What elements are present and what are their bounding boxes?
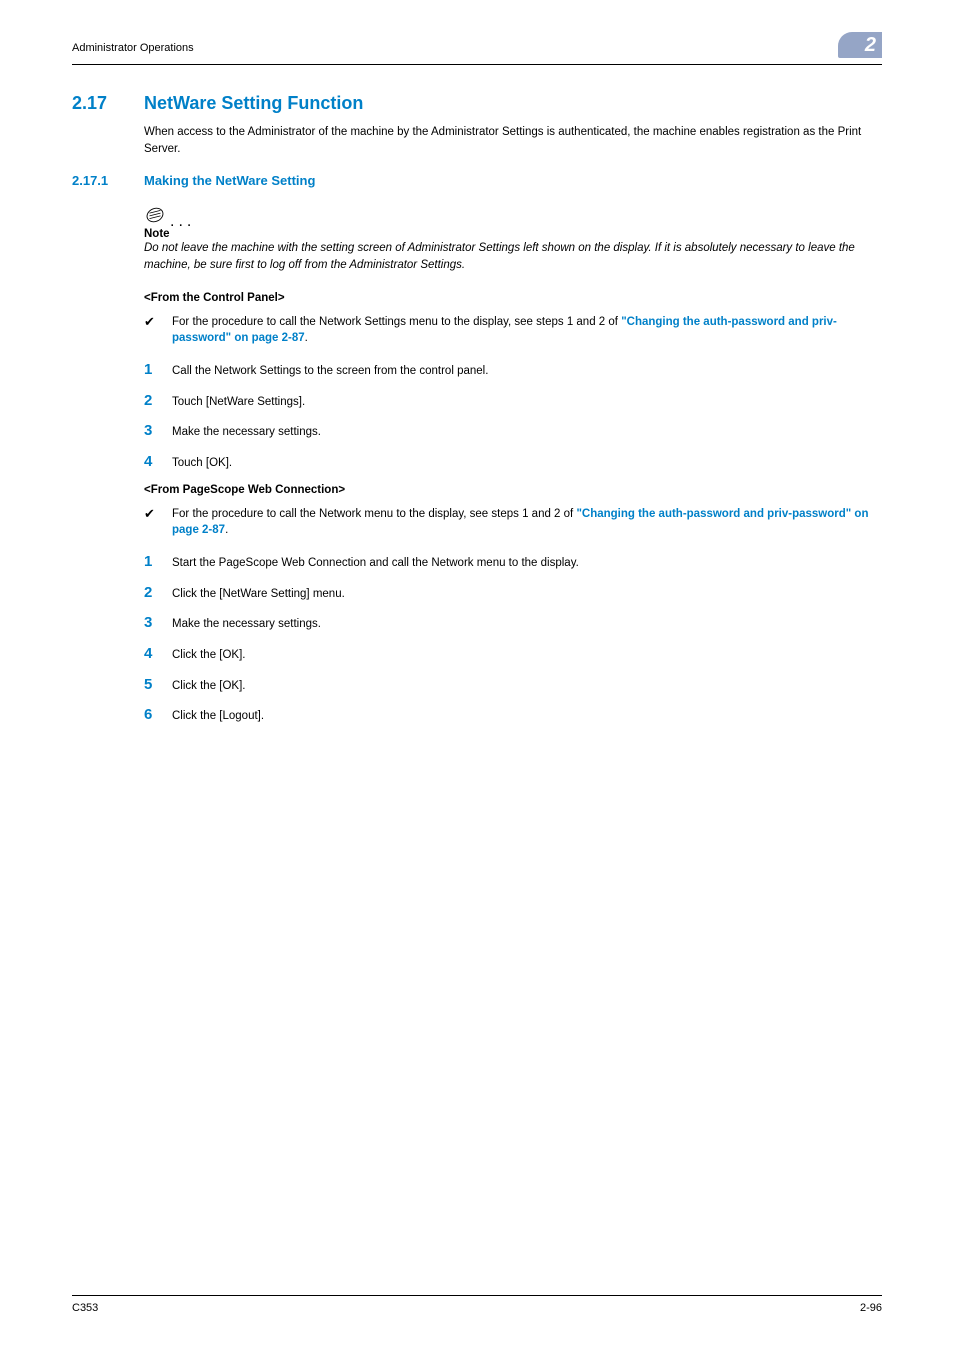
step-number: 3	[144, 422, 172, 439]
step-row: 1Call the Network Settings to the screen…	[144, 361, 882, 380]
step-text: Click the [OK].	[172, 678, 246, 695]
page-header: Administrator Operations 2	[72, 36, 882, 65]
note-icon	[144, 204, 166, 226]
step-row: 3Make the necessary settings.	[144, 422, 882, 441]
web-steps-list: 1Start the PageScope Web Connection and …	[72, 553, 882, 725]
step-row: 1Start the PageScope Web Connection and …	[144, 553, 882, 572]
web-prereq-text: For the procedure to call the Network me…	[172, 506, 882, 539]
step-row: 5Click the [OK].	[144, 676, 882, 695]
web-prereq-pre: For the procedure to call the Network me…	[172, 508, 576, 520]
note-icon-row: ...	[144, 204, 882, 226]
note-body: Do not leave the machine with the settin…	[144, 240, 882, 273]
panel-prereq-text: For the procedure to call the Network Se…	[172, 314, 882, 347]
step-text: Call the Network Settings to the screen …	[172, 363, 488, 380]
step-text: Make the necessary settings.	[172, 616, 321, 633]
page-footer: C353 2-96	[72, 1295, 882, 1314]
step-number: 3	[144, 614, 172, 631]
footer-right: 2-96	[860, 1302, 882, 1314]
step-text: Touch [NetWare Settings].	[172, 394, 305, 411]
check-icon: ✔	[144, 506, 172, 539]
subsection-number: 2.17.1	[72, 173, 144, 188]
step-text: Make the necessary settings.	[172, 424, 321, 441]
panel-prereq-pre: For the procedure to call the Network Se…	[172, 316, 621, 328]
step-row: 3Make the necessary settings.	[144, 614, 882, 633]
chapter-number: 2	[865, 34, 876, 57]
step-number: 4	[144, 453, 172, 470]
chapter-badge: 2	[838, 36, 882, 60]
step-number: 1	[144, 361, 172, 378]
step-number: 1	[144, 553, 172, 570]
step-text: Touch [OK].	[172, 455, 232, 472]
header-breadcrumb: Administrator Operations	[72, 42, 194, 54]
section-heading-row: 2.17 NetWare Setting Function	[72, 93, 882, 114]
step-number: 2	[144, 584, 172, 601]
step-row: 6Click the [Logout].	[144, 706, 882, 725]
step-row: 4Touch [OK].	[144, 453, 882, 472]
step-number: 4	[144, 645, 172, 662]
section-number: 2.17	[72, 93, 144, 114]
footer-left: C353	[72, 1302, 98, 1314]
web-prereq-post: .	[225, 524, 228, 536]
step-number: 5	[144, 676, 172, 693]
subsection-title: Making the NetWare Setting	[144, 173, 315, 188]
web-heading: <From PageScope Web Connection>	[144, 484, 882, 496]
step-text: Click the [NetWare Setting] menu.	[172, 586, 345, 603]
step-row: 2Touch [NetWare Settings].	[144, 392, 882, 411]
panel-heading: <From the Control Panel>	[144, 292, 882, 304]
step-row: 2Click the [NetWare Setting] menu.	[144, 584, 882, 603]
panel-steps-list: 1Call the Network Settings to the screen…	[72, 361, 882, 472]
section-title: NetWare Setting Function	[144, 93, 363, 114]
step-number: 2	[144, 392, 172, 409]
step-text: Start the PageScope Web Connection and c…	[172, 555, 579, 572]
step-number: 6	[144, 706, 172, 723]
step-text: Click the [OK].	[172, 647, 246, 664]
section-intro: When access to the Administrator of the …	[144, 124, 882, 157]
panel-prereq-post: .	[305, 332, 308, 344]
page-container: Administrator Operations 2 2.17 NetWare …	[0, 0, 954, 1350]
step-text: Click the [Logout].	[172, 708, 264, 725]
note-dots: ...	[168, 217, 195, 227]
note-block: ... Note Do not leave the machine with t…	[144, 204, 882, 273]
panel-prereq-row: ✔ For the procedure to call the Network …	[144, 314, 882, 347]
check-icon: ✔	[144, 314, 172, 347]
step-row: 4Click the [OK].	[144, 645, 882, 664]
note-label: Note	[144, 228, 882, 240]
subsection-heading-row: 2.17.1 Making the NetWare Setting	[72, 173, 882, 188]
web-prereq-row: ✔ For the procedure to call the Network …	[144, 506, 882, 539]
